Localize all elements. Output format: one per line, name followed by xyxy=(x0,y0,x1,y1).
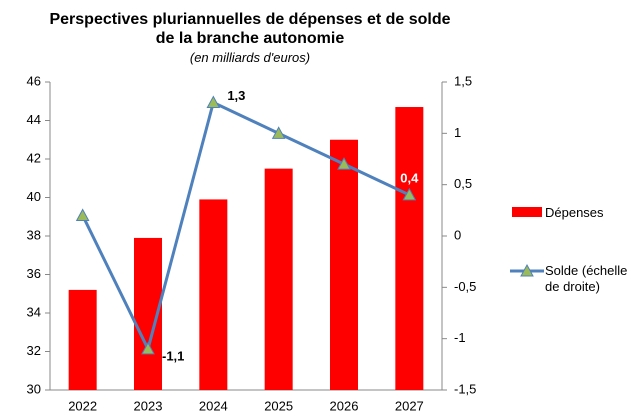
chart-title: Perspectives pluriannuelles de dépenses … xyxy=(49,11,451,47)
y2-tick-label: -1 xyxy=(454,330,466,345)
x-tick-label: 2022 xyxy=(68,398,97,413)
bar xyxy=(199,199,228,390)
line xyxy=(81,100,410,354)
x-tick-label: 2024 xyxy=(199,398,228,413)
y-tick-label: 32 xyxy=(27,343,41,358)
x-tick-label: 2025 xyxy=(264,398,293,413)
y2-tick-label: 0,5 xyxy=(454,176,472,191)
y2-tick-label: -0,5 xyxy=(454,279,476,294)
marker xyxy=(75,208,90,221)
marker xyxy=(402,187,417,201)
data-label: -1,1 xyxy=(162,348,184,363)
y-tick-label: 42 xyxy=(27,150,41,165)
y-tick-label: 36 xyxy=(27,266,41,281)
legend-entry: Solde (échelle de droite) xyxy=(545,263,628,294)
marker xyxy=(206,95,221,109)
bar xyxy=(395,107,424,391)
y2-tick-label: 0 xyxy=(454,227,461,242)
legend-swatch xyxy=(520,263,534,277)
legend-entry: Dépenses xyxy=(545,205,604,220)
marker xyxy=(271,126,286,139)
y-tick-label: 34 xyxy=(27,304,41,319)
bar xyxy=(68,289,97,390)
y2-tick-label: 1,5 xyxy=(454,73,472,88)
chart-subtitle: (en milliards d'euros) xyxy=(189,50,311,65)
y2-tick-label: -1,5 xyxy=(454,381,476,396)
data-label: 1,3 xyxy=(227,88,245,103)
x-tick-label: 2023 xyxy=(134,398,163,413)
legend-swatch xyxy=(512,207,542,217)
data-label: 0,4 xyxy=(400,170,419,185)
y2-tick-label: 1 xyxy=(454,125,461,140)
y-tick-label: 30 xyxy=(27,381,41,396)
x-tick-label: 2026 xyxy=(330,398,359,413)
y-tick-label: 38 xyxy=(27,227,41,242)
marker xyxy=(141,341,155,355)
marker xyxy=(337,157,351,170)
bar xyxy=(264,168,293,390)
bar xyxy=(330,139,358,390)
y-tick-label: 46 xyxy=(27,73,41,88)
y-tick-label: 44 xyxy=(27,112,41,127)
y-tick-label: 40 xyxy=(27,189,41,204)
x-tick-label: 2027 xyxy=(395,398,424,413)
